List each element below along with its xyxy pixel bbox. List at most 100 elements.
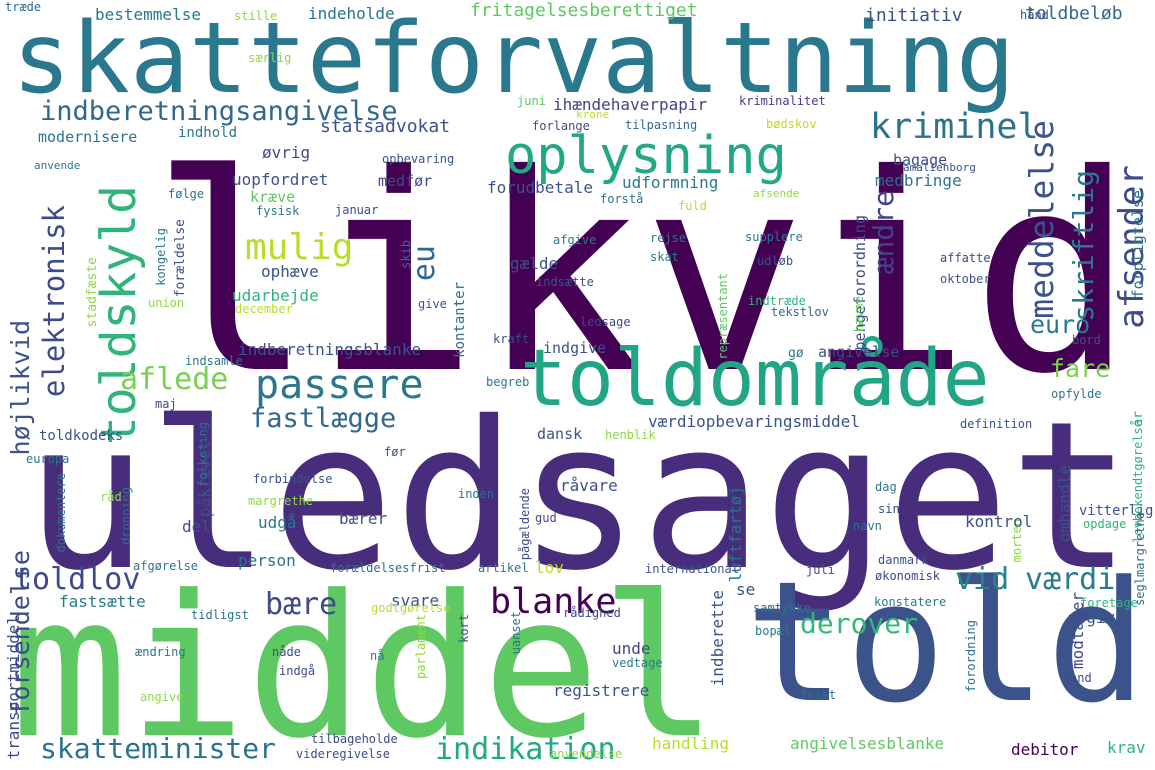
cloud-word: gø (788, 346, 804, 361)
cloud-word: forlange (532, 119, 590, 133)
cloud-word: angivelse (818, 343, 900, 361)
cloud-word: international (645, 562, 739, 576)
cloud-word: bagage (893, 151, 948, 169)
cloud-word: rådighed (563, 606, 621, 620)
cloud-word: unde (612, 639, 651, 658)
cloud-word: uopfordret (232, 170, 329, 189)
cloud-word: krone (576, 108, 610, 121)
cloud-word: december (235, 302, 293, 316)
cloud-word: anvendelse (550, 747, 623, 761)
cloud-word: værdiopbevaringsmiddel (648, 412, 860, 431)
cloud-word: svare (391, 591, 440, 610)
cloud-word: vid (955, 562, 1010, 597)
cloud-word: toldskyld (91, 185, 147, 446)
cloud-word: råvare (560, 476, 618, 495)
cloud-word: ændre (867, 190, 900, 275)
cloud-word: rejse (650, 231, 687, 245)
cloud-word: danmark (878, 553, 929, 567)
cloud-word: forudbetale (487, 178, 593, 197)
cloud-word: parlament (414, 614, 428, 680)
cloud-word: forbindelse (253, 472, 333, 486)
cloud-word: bødskov (766, 117, 817, 131)
cloud-word: ihændehaverpapir (553, 95, 708, 114)
cloud-word: europa (26, 452, 70, 466)
cloud-word: stille (234, 9, 278, 23)
cloud-word: uanset (509, 611, 523, 655)
cloud-word: hånd (1020, 8, 1049, 22)
cloud-word: pågældende (518, 488, 532, 561)
cloud-word: hævne (852, 296, 866, 333)
cloud-word: inden (458, 487, 495, 501)
cloud-word: modernisere (38, 128, 138, 146)
cloud-word: eu (407, 245, 442, 282)
cloud-word: definition (960, 417, 1033, 431)
cloud-word: indsamle (185, 354, 243, 368)
cloud-word: tilbageholde (311, 732, 398, 746)
cloud-word: afgørelse (133, 559, 199, 573)
cloud-word: særlig (248, 51, 292, 65)
cloud-word: ledsage (580, 315, 631, 329)
cloud-word: blanke (490, 582, 617, 622)
cloud-word: kongelig (154, 228, 168, 286)
cloud-word: kort (457, 614, 471, 643)
cloud-word: ændring (135, 645, 186, 659)
cloud-word: begreb (486, 375, 530, 389)
cloud-word: opgive (1067, 608, 1125, 627)
cloud-word: opdage (1083, 517, 1127, 531)
cloud-word: indberette (708, 590, 727, 687)
cloud-word: bestemmelse (95, 5, 201, 24)
cloud-word: nåde (272, 645, 301, 659)
cloud-word: bord (1072, 333, 1101, 347)
cloud-word: kontanter (452, 282, 468, 358)
cloud-word: maj (155, 397, 177, 411)
cloud-word: henblik (605, 428, 656, 442)
cloud-word: bopæl (755, 624, 792, 638)
cloud-word: videregivelse (296, 747, 390, 761)
cloud-word: krav (1107, 738, 1146, 757)
cloud-word: indberetningsblanke (238, 340, 422, 359)
cloud-word: indhold (178, 125, 238, 141)
cloud-word: told (745, 546, 1147, 740)
cloud-word: juli (806, 563, 835, 577)
cloud-word: angivelsesblanke (790, 734, 945, 753)
cloud-word: elektronisk (37, 205, 71, 398)
cloud-word: foretage (1080, 596, 1138, 610)
cloud-word: fare (1050, 354, 1111, 383)
cloud-word: forpligtelse (1129, 190, 1147, 299)
cloud-word: bære (265, 587, 338, 622)
cloud-word: fritagelsesberettiget (470, 0, 698, 21)
cloud-word: middel (10, 554, 719, 770)
cloud-word: registrere (553, 681, 650, 700)
cloud-word: opfylde (1051, 387, 1102, 401)
cloud-word: skatteforvaltning (12, 2, 1016, 116)
cloud-word: tekstlov (771, 305, 829, 319)
cloud-word: repræsentant (716, 273, 730, 360)
cloud-word: transportmiddel (4, 615, 23, 760)
cloud-word: omhandle (1055, 465, 1074, 543)
cloud-word: gælde (510, 254, 559, 273)
cloud-word: juni (517, 94, 546, 108)
cloud-word: skatteminister (40, 732, 277, 765)
cloud-word: passere (255, 362, 424, 408)
cloud-word: margrethe (248, 494, 314, 508)
cloud-word: fastsætte (59, 592, 146, 611)
cloud-word: fastlægge (250, 403, 397, 434)
cloud-word: samtykke (753, 601, 811, 615)
cloud-word: indeholde (308, 4, 395, 23)
cloud-word: affatte (940, 251, 991, 265)
cloud-word: handling (652, 734, 730, 753)
cloud-word: lov (535, 558, 564, 577)
cloud-word: indberetningsangivelse (40, 96, 398, 127)
cloud-word: toldlov (14, 562, 141, 597)
cloud-word: modtager (1068, 592, 1087, 670)
cloud-word: oplysning (505, 126, 787, 186)
cloud-word: person (238, 551, 296, 570)
cloud-word: dokumentere (54, 473, 68, 553)
cloud-word: udformning (622, 173, 719, 192)
cloud-word: seglmargrethe (1133, 512, 1147, 606)
cloud-word: værdi (1025, 562, 1116, 597)
cloud-word: dronning (119, 487, 133, 545)
cloud-word: konstatere (874, 595, 947, 609)
cloud-word: skriftlig (1067, 170, 1100, 322)
